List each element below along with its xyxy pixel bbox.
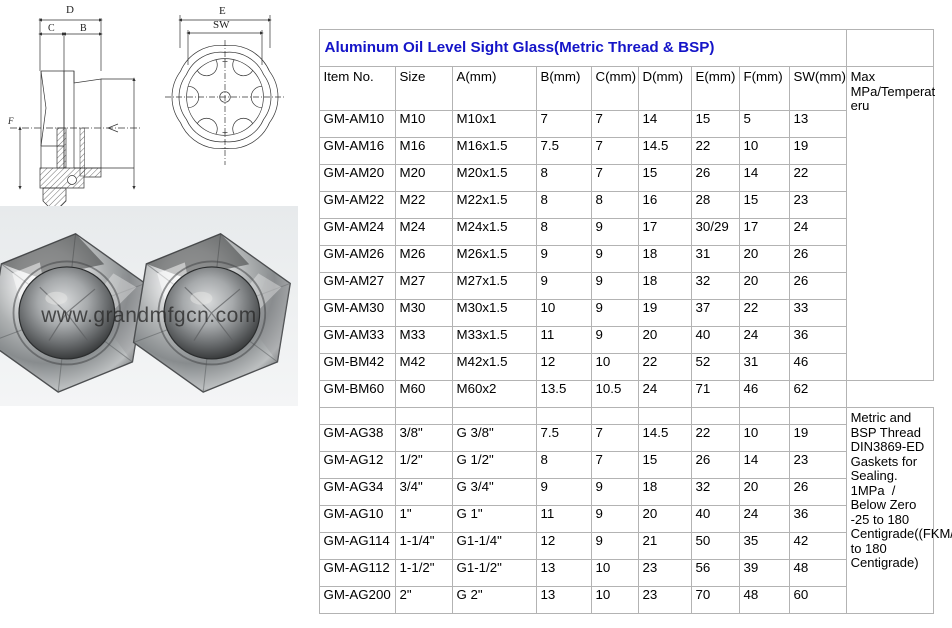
svg-text:D: D: [66, 4, 74, 16]
svg-text:F: F: [7, 116, 14, 126]
svg-text:C: C: [48, 23, 55, 34]
svg-text:B: B: [80, 23, 87, 34]
svg-text:SW: SW: [213, 19, 230, 31]
svg-text:E: E: [219, 5, 226, 17]
